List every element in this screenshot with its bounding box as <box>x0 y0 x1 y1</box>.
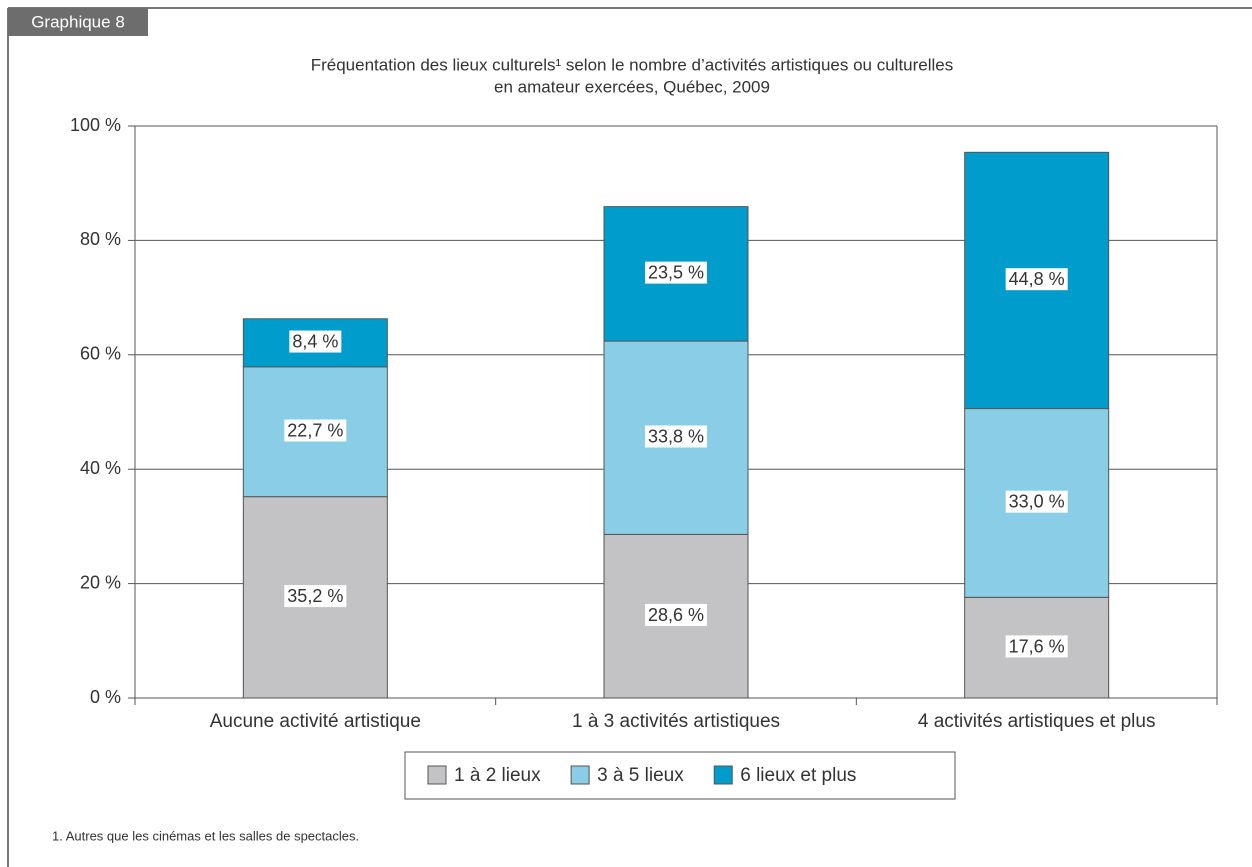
legend-swatch <box>570 765 590 785</box>
value-label-bg <box>1005 635 1068 658</box>
legend-swatch <box>427 765 447 785</box>
value-label-bg <box>1005 490 1068 513</box>
value-label: 22,7 % <box>287 420 343 440</box>
legend-label: 3 à 5 lieux <box>597 765 684 786</box>
value-label: 33,0 % <box>1009 492 1065 512</box>
value-label: 35,2 % <box>287 586 343 606</box>
value-label-bg <box>644 425 708 448</box>
y-tick-label: 0 % <box>90 687 121 707</box>
legend-box <box>404 751 956 800</box>
value-label-bg <box>644 603 708 626</box>
value-label-bg <box>644 261 708 284</box>
value-label-bg <box>284 419 347 442</box>
badge <box>8 8 148 36</box>
legend-label: 6 lieux et plus <box>740 765 856 786</box>
footnote: 1. Autres que les cinémas et les salles … <box>52 828 359 843</box>
value-label-bg <box>289 330 342 353</box>
badge-label: Graphique 8 <box>31 12 125 31</box>
value-label: 44,8 % <box>1009 269 1065 289</box>
value-label: 33,8 % <box>648 426 704 446</box>
value-label-bg <box>284 585 347 608</box>
x-tick-label: 1 à 3 activités artistiques <box>572 711 780 732</box>
legend-swatch <box>713 765 733 785</box>
value-label-bg <box>1005 268 1068 291</box>
y-tick-label: 80 % <box>80 229 121 249</box>
value-label: 8,4 % <box>292 332 338 352</box>
chart-title: Fréquentation des lieux culturels¹ selon… <box>311 55 954 74</box>
x-tick-label: Aucune activité artistique <box>210 711 421 732</box>
y-tick-label: 100 % <box>70 115 121 135</box>
legend-label: 1 à 2 lieux <box>454 765 541 786</box>
y-tick-label: 40 % <box>80 458 121 478</box>
y-tick-label: 60 % <box>80 344 121 364</box>
value-label: 23,5 % <box>648 263 704 283</box>
value-label: 17,6 % <box>1009 636 1065 656</box>
y-tick-label: 20 % <box>80 572 121 592</box>
x-tick-label: 4 activités artistiques et plus <box>918 711 1156 732</box>
chart-title: en amateur exercées, Québec, 2009 <box>494 77 770 96</box>
value-label: 28,6 % <box>648 605 704 625</box>
